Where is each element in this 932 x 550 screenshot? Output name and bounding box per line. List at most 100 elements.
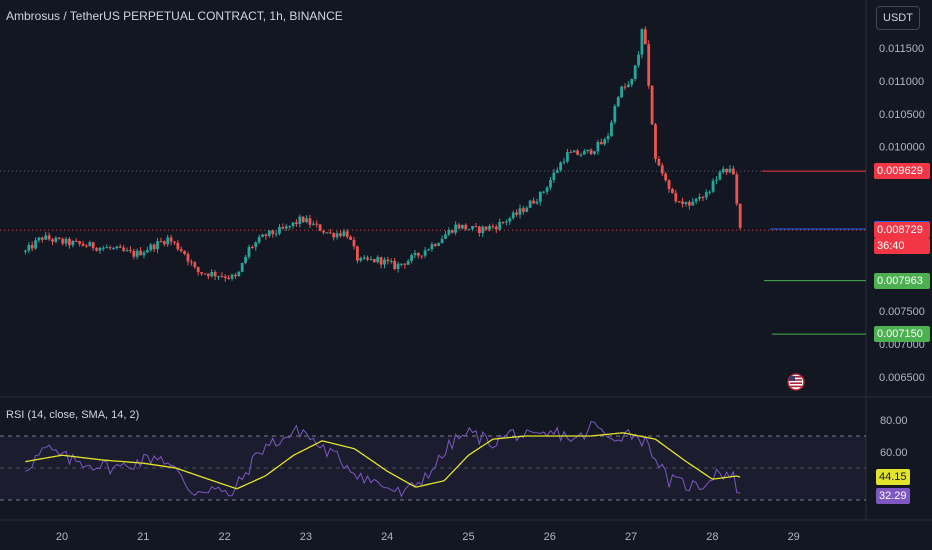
candle: [491, 226, 495, 228]
candle: [234, 274, 237, 277]
candle: [311, 223, 315, 225]
candle: [603, 139, 607, 145]
candle: [278, 226, 281, 234]
candle: [30, 244, 34, 249]
candle: [521, 208, 525, 212]
candle: [538, 191, 542, 202]
candle: [145, 250, 149, 253]
candle: [406, 260, 410, 265]
candle: [677, 201, 681, 203]
candle: [708, 191, 712, 193]
candle: [78, 241, 82, 244]
candle: [51, 239, 54, 242]
time-tick-label: 28: [706, 531, 718, 543]
candle: [91, 242, 95, 249]
candle: [284, 226, 288, 229]
candle: [108, 247, 112, 249]
candle: [525, 207, 529, 212]
candle: [718, 172, 722, 180]
time-tick-label: 23: [300, 531, 312, 543]
candle: [640, 29, 644, 55]
candle: [44, 235, 48, 240]
horizontal-lines: [0, 0, 932, 520]
candle: [593, 151, 596, 154]
time-tick-label: 20: [56, 531, 68, 543]
candle: [264, 234, 268, 237]
candle: [213, 272, 217, 277]
candle: [633, 65, 637, 79]
candle: [105, 247, 109, 249]
candle: [457, 224, 461, 229]
us-flag-icon[interactable]: [787, 373, 805, 391]
candle: [247, 247, 251, 257]
candle: [569, 152, 573, 154]
candle: [579, 154, 583, 156]
candle: [623, 86, 627, 88]
candle: [376, 257, 380, 263]
candle: [576, 150, 579, 155]
candle: [362, 257, 366, 259]
candle: [379, 257, 383, 265]
candle: [650, 85, 654, 125]
candle: [559, 162, 563, 171]
candle: [281, 226, 285, 229]
candle: [301, 216, 305, 223]
candle: [444, 234, 447, 239]
candle: [274, 233, 278, 235]
price-tick-label: 0.010000: [879, 142, 925, 154]
candle: [542, 191, 546, 193]
candle: [664, 173, 668, 181]
candle: [325, 232, 329, 234]
candle: [193, 262, 197, 268]
candle: [430, 244, 434, 250]
candle: [315, 223, 319, 225]
candle: [71, 240, 75, 246]
candle: [620, 86, 624, 98]
candle: [372, 259, 376, 263]
candle: [129, 250, 132, 252]
candle: [230, 274, 234, 279]
candle: [545, 187, 549, 192]
candle: [298, 216, 302, 224]
candle: [142, 252, 146, 256]
price-tick-label: 0.007500: [879, 306, 925, 318]
candle: [162, 241, 166, 245]
candle: [671, 189, 674, 194]
candle: [654, 124, 657, 159]
rsi-value-tag: 32.29: [876, 488, 910, 505]
candle: [47, 235, 51, 240]
candle: [352, 239, 356, 247]
candle: [183, 251, 187, 254]
candle: [735, 174, 739, 204]
candle: [684, 202, 688, 204]
candle: [383, 259, 386, 265]
candle: [366, 257, 369, 260]
price-tick-label: 0.011500: [879, 43, 924, 55]
price-tick-label: 0.006500: [879, 372, 925, 384]
candle: [552, 172, 556, 180]
time-axis: 20 21 22 23 24 25 26 27 28 29: [0, 519, 932, 543]
candle: [494, 226, 498, 230]
candle: [27, 244, 31, 251]
candle: [586, 149, 590, 152]
rsi-tick-label: 80.00: [880, 415, 908, 427]
candle: [369, 259, 373, 261]
candle: [647, 44, 651, 86]
currency-button[interactable]: USDT: [876, 6, 920, 30]
time-tick-label: 27: [625, 531, 637, 543]
price-tag: 0.007963: [874, 272, 930, 289]
candle: [132, 251, 136, 257]
candle: [505, 221, 508, 223]
candle: [657, 158, 661, 166]
candle: [396, 263, 400, 270]
candle: [254, 242, 258, 248]
candle: [115, 246, 119, 248]
time-tick-label: 22: [218, 531, 230, 543]
candle: [725, 168, 729, 173]
candle: [694, 198, 698, 202]
rsi-ma-line: [25, 432, 741, 490]
candle: [112, 247, 115, 249]
candle: [467, 229, 471, 231]
